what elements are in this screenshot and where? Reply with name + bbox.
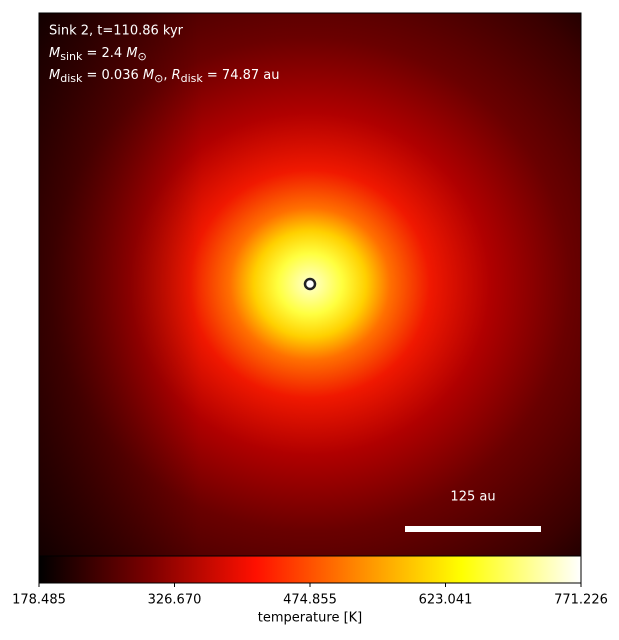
colorbar-tick-label: 623.041 [419, 593, 473, 608]
colorbar-tick-label: 178.485 [12, 593, 66, 608]
scalebar [405, 526, 541, 532]
colorbar-label: temperature [K] [258, 611, 363, 626]
colorbar [38, 555, 582, 584]
colorbar-tick-label: 474.855 [283, 593, 337, 608]
colorbar-tick-label: 326.670 [148, 593, 202, 608]
annotation-line: Msink = 2.4 M⊙ [49, 46, 147, 64]
annotation-line: Sink 2, t=110.86 kyr [49, 24, 184, 39]
sink-marker [303, 277, 317, 291]
colorbar-tick-label: 771.226 [554, 593, 608, 608]
annotation-line: Mdisk = 0.036 M⊙, Rdisk = 74.87 au [49, 68, 279, 86]
scalebar-label: 125 au [450, 490, 495, 505]
